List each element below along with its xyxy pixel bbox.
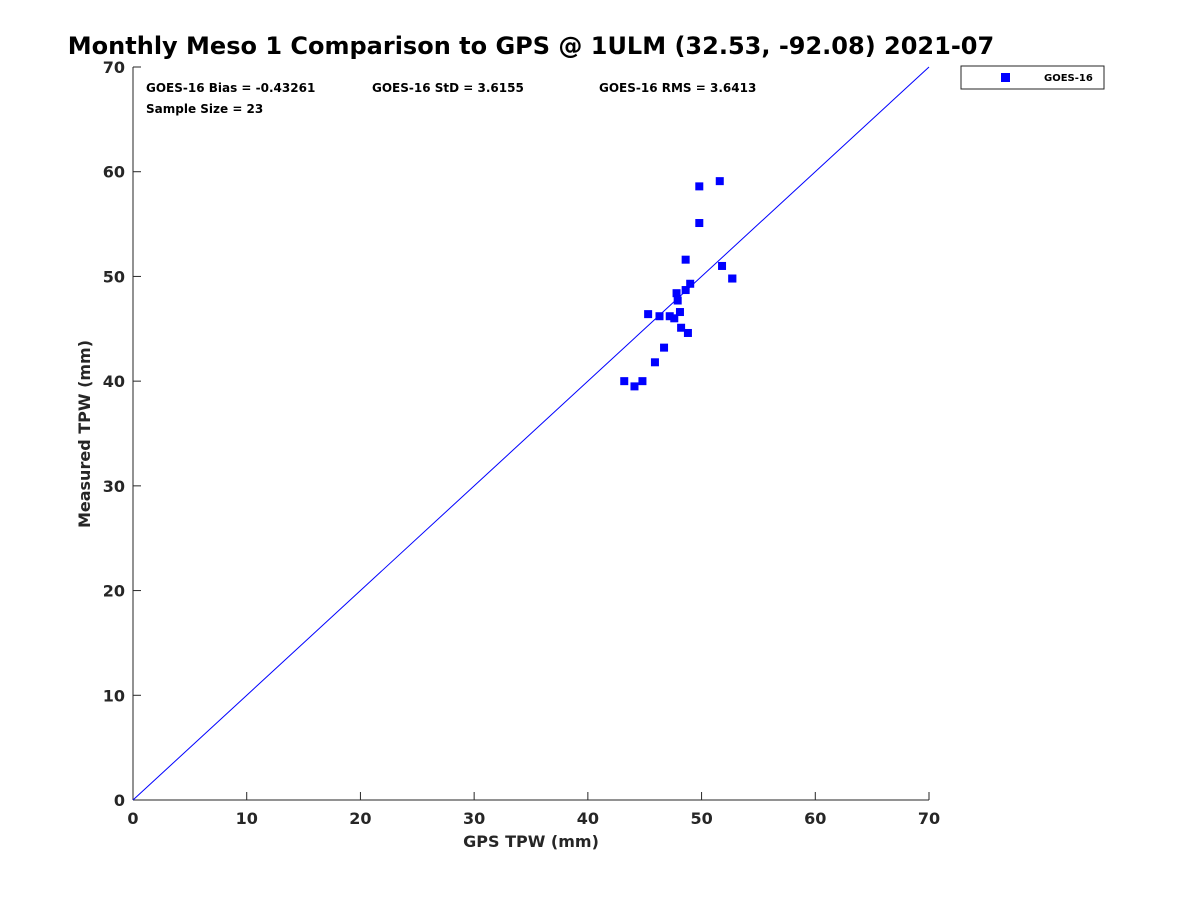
y-tick-label: 40: [103, 372, 125, 391]
legend: GOES-16: [960, 65, 1105, 90]
x-tick-label: 0: [127, 809, 138, 828]
plot-area: 0 10 20 30 40 50 60 70 0 10 20 30 40 50 60 70: [103, 58, 940, 828]
x-tick-label: 60: [804, 809, 826, 828]
data-point: [644, 310, 653, 319]
data-point: [672, 289, 681, 298]
x-tick-label: 20: [349, 809, 371, 828]
data-point: [686, 279, 695, 288]
legend-label: GOES-16: [1044, 73, 1093, 84]
x-axis-label: GPS TPW (mm): [463, 832, 599, 851]
y-tick-label: 70: [103, 58, 125, 77]
data-points: [620, 177, 737, 391]
stat-sample-size: Sample Size = 23: [146, 102, 263, 116]
data-point: [677, 323, 686, 332]
data-point: [695, 182, 704, 191]
data-point: [655, 312, 664, 321]
data-point: [650, 358, 659, 367]
x-tick-label: 40: [577, 809, 599, 828]
data-point: [638, 377, 647, 386]
y-axis-label: Measured TPW (mm): [75, 340, 94, 528]
x-tick-label: 30: [463, 809, 485, 828]
legend-marker-icon: [1001, 73, 1010, 82]
x-tick-label: 50: [690, 809, 712, 828]
data-point: [660, 343, 669, 352]
data-point: [683, 328, 692, 337]
x-tick-label: 10: [236, 809, 258, 828]
y-tick-label: 20: [103, 582, 125, 601]
y-tick-label: 50: [103, 267, 125, 286]
one-to-one-line: [132, 66, 930, 801]
x-tick-label: 70: [918, 809, 940, 828]
data-point: [718, 261, 727, 270]
data-point: [681, 286, 690, 295]
y-tick-label: 60: [103, 163, 125, 182]
data-point: [665, 312, 674, 321]
data-point: [630, 382, 639, 391]
data-point: [715, 177, 724, 186]
data-point: [620, 377, 629, 386]
stat-bias: GOES-16 Bias = -0.43261: [146, 81, 315, 95]
axis-ticks: 0 10 20 30 40 50 60 70 0 10 20 30 40 50 60 70: [103, 58, 940, 828]
data-point: [695, 219, 704, 228]
stat-rms: GOES-16 RMS = 3.6413: [599, 81, 756, 95]
y-tick-label: 10: [103, 686, 125, 705]
stats-block: GOES-16 Bias = -0.43261 GOES-16 StD = 3.…: [146, 81, 756, 116]
data-point: [728, 274, 737, 283]
legend-box: [960, 65, 1105, 90]
reference-line-group: [132, 66, 930, 801]
y-tick-label: 0: [114, 791, 125, 810]
data-point: [681, 255, 690, 264]
chart-title: Monthly Meso 1 Comparison to GPS @ 1ULM …: [68, 32, 994, 60]
stat-std: GOES-16 StD = 3.6155: [372, 81, 524, 95]
data-point: [670, 314, 679, 323]
y-tick-label: 30: [103, 477, 125, 496]
data-point: [673, 296, 682, 305]
data-point: [675, 308, 684, 317]
